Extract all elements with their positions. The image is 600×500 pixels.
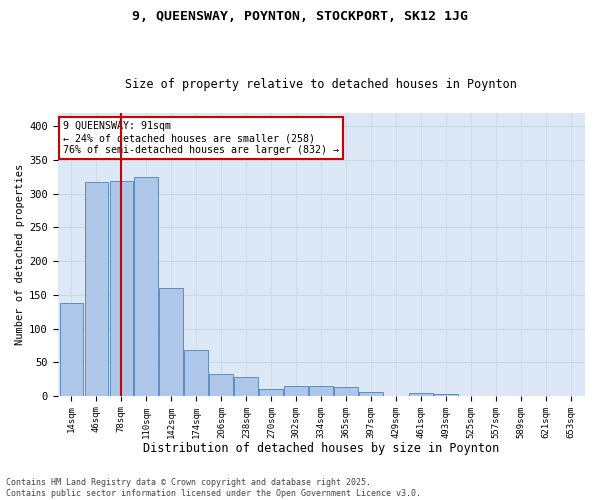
Text: 9, QUEENSWAY, POYNTON, STOCKPORT, SK12 1JG: 9, QUEENSWAY, POYNTON, STOCKPORT, SK12 1… [132,10,468,23]
X-axis label: Distribution of detached houses by size in Poynton: Distribution of detached houses by size … [143,442,499,455]
Bar [85,182,108,396]
Text: Contains HM Land Registry data © Crown copyright and database right 2025.
Contai: Contains HM Land Registry data © Crown c… [6,478,421,498]
Bar [235,377,258,396]
Title: Size of property relative to detached houses in Poynton: Size of property relative to detached ho… [125,78,517,91]
Bar [134,177,158,396]
Bar [209,374,233,396]
Bar [334,387,358,396]
Bar [359,392,383,396]
Bar [110,181,133,396]
Bar [409,393,433,396]
Bar [310,386,333,396]
Bar [160,288,183,396]
Y-axis label: Number of detached properties: Number of detached properties [15,164,25,345]
Bar [59,303,83,396]
Bar [259,389,283,396]
Bar [434,394,458,396]
Bar [284,386,308,396]
Bar [184,350,208,396]
Text: 9 QUEENSWAY: 91sqm
← 24% of detached houses are smaller (258)
76% of semi-detach: 9 QUEENSWAY: 91sqm ← 24% of detached hou… [63,122,339,154]
